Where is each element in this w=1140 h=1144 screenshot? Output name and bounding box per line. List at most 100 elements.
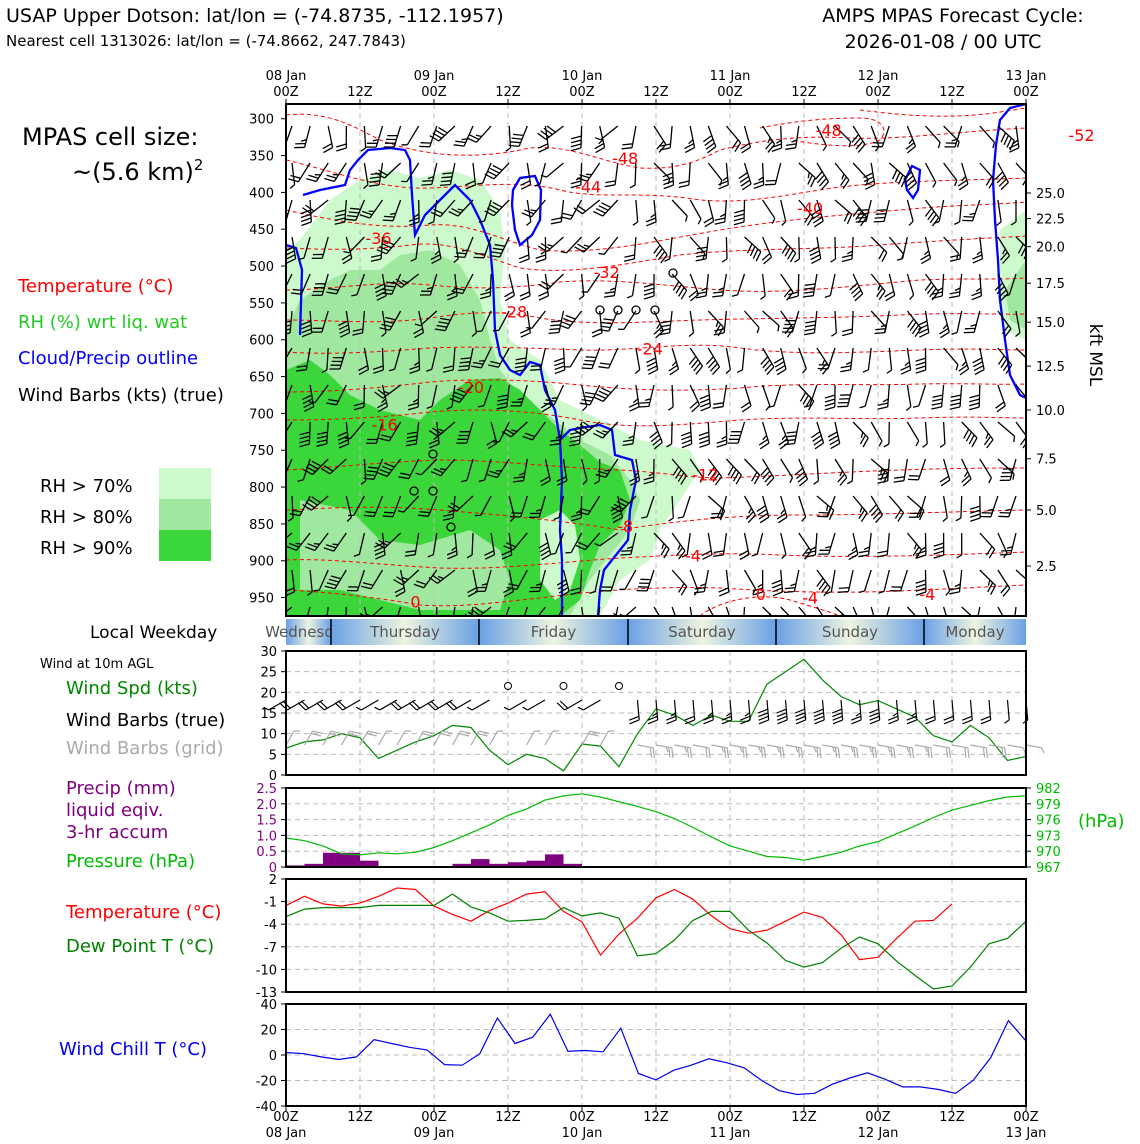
calm-barb-10m <box>615 682 623 690</box>
wind-barb-aloft <box>449 384 474 404</box>
wind-barb-aloft <box>809 236 822 264</box>
wind-barb-aloft <box>780 458 794 484</box>
wind-barb-aloft <box>1015 236 1026 260</box>
wind-barb-aloft <box>514 347 528 373</box>
wind-barb-10m-grid <box>433 730 453 746</box>
wind-barb-aloft <box>939 458 951 487</box>
legend-precip-1: Precip (mm) <box>66 778 176 799</box>
wind-barb-aloft <box>888 162 907 188</box>
wind-barb-aloft <box>407 384 420 411</box>
pressure-tick-label: 979 <box>1036 798 1061 813</box>
wind-barb-aloft <box>549 532 565 556</box>
wind-barb-aloft <box>377 458 402 478</box>
wind-barb-aloft <box>522 421 546 441</box>
wind-barb-aloft <box>979 458 992 484</box>
legend-precip-3: 3-hr accum <box>66 822 168 843</box>
wind-barb-10m-grid <box>525 730 541 746</box>
wind-barb-aloft <box>805 532 818 558</box>
wind-barb-aloft <box>428 569 456 584</box>
wind-barb-aloft <box>577 162 601 182</box>
wind-barb-aloft <box>535 236 547 263</box>
wind-barb-aloft <box>540 162 564 178</box>
wind-barbs-aloft <box>286 125 1026 616</box>
wind-barb-aloft <box>760 458 775 487</box>
wind-barb-aloft <box>638 384 655 408</box>
wind-barb-aloft <box>688 310 695 338</box>
top-hour-label: 00Z <box>1013 85 1039 100</box>
panel-y-tick-label: -40 <box>256 1100 277 1115</box>
wind-barb-aloft <box>979 569 997 596</box>
wind-barb-aloft <box>296 347 311 372</box>
wind-barb-aloft <box>944 125 963 148</box>
wind-barb-aloft <box>762 125 776 153</box>
wind-barb-aloft <box>488 347 510 368</box>
wind-barb-aloft <box>286 606 293 613</box>
wind-barb-aloft <box>979 125 996 149</box>
wind-barb-10m-grid <box>637 744 656 759</box>
pressure-tick-label: 300 <box>249 113 274 128</box>
temp-contour-32 <box>286 277 1026 292</box>
wind-barb-aloft <box>471 310 478 337</box>
wind-barb-aloft <box>393 569 420 586</box>
legend-windchill: Wind Chill T (°C) <box>59 1039 207 1060</box>
temperature-contour-label: -16 <box>372 415 398 434</box>
wind-barb-aloft <box>575 532 601 551</box>
wind-barb-aloft <box>995 384 1006 413</box>
wind-barb-10m-true <box>684 699 696 725</box>
wind-barb-aloft <box>817 347 836 370</box>
wind-barb-aloft <box>718 162 729 190</box>
wind-barb-aloft <box>671 458 687 485</box>
wind-barb-aloft <box>906 495 925 521</box>
wind-barb-10m-grid <box>1007 744 1026 754</box>
bottom-hour-label: 12Z <box>495 1110 521 1125</box>
pressure-tick-label: 800 <box>249 481 274 496</box>
temp-contour-44 <box>286 159 1026 202</box>
wind-barb-aloft <box>780 199 787 226</box>
wind-barb-aloft <box>714 199 728 225</box>
temperature-contour-label: -12 <box>692 466 718 485</box>
wind-barb-aloft <box>486 421 498 450</box>
height-tick-label: 20.0 <box>1036 241 1065 256</box>
cloud-outline-small <box>903 164 922 201</box>
wind-barb-aloft <box>677 495 691 519</box>
panel-y-tick-label: -10 <box>256 963 277 978</box>
pressure-axis: 300 350 400 450 500 550 600 650 700 750 800 850 900 9… <box>249 113 286 607</box>
wind-barb-aloft <box>760 347 775 376</box>
wind-barb-10m-grid <box>451 730 471 746</box>
height-tick-label: 5.0 <box>1036 504 1057 519</box>
wind-barb-aloft <box>781 310 800 333</box>
wind-barb-aloft <box>811 421 825 450</box>
wind-barb-aloft <box>574 236 601 253</box>
wind-barb-aloft <box>997 421 1016 443</box>
height-axis: 25.0 22.5 20.0 17.5 15.0 12.5 10.0 7.5 5.0 2.5 <box>1026 187 1065 575</box>
wind-barb-aloft <box>707 495 726 521</box>
wind-barb-aloft <box>825 569 836 595</box>
wind-barb-aloft <box>803 384 818 408</box>
weekday-name: Saturday <box>668 623 736 641</box>
panel-y-tick-label: 15 <box>260 707 277 722</box>
wind-barb-aloft <box>760 273 766 300</box>
wind-barb-10m-true <box>577 699 601 711</box>
wind-barb-aloft <box>707 458 723 486</box>
wind-barb-aloft <box>341 236 353 265</box>
wind-barb-aloft <box>743 495 756 524</box>
wind-barb-aloft <box>353 384 366 411</box>
wind-barb-aloft <box>695 273 709 299</box>
wind-barb-aloft <box>570 125 583 152</box>
wind-barb-aloft <box>470 347 492 369</box>
wind-barb-aloft <box>430 458 456 477</box>
wind-barb-aloft <box>707 310 724 337</box>
wind-barb-aloft <box>810 199 824 228</box>
wind-barb-aloft <box>447 495 474 512</box>
temp-contour-48b <box>759 117 885 147</box>
wind-barb-aloft <box>671 273 688 300</box>
wind-barb-aloft <box>620 532 637 556</box>
wind-barb-aloft <box>768 384 782 408</box>
wind-barb-aloft <box>397 495 420 513</box>
wind-barb-10m-grid <box>599 730 615 746</box>
rh80-patch-lower <box>300 500 510 610</box>
wind-barb-aloft <box>803 310 818 336</box>
legend-rh: RH (%) wrt liq. wat <box>18 312 187 333</box>
pressure-tick-label: 973 <box>1036 829 1061 844</box>
wind-barb-aloft <box>817 495 836 518</box>
